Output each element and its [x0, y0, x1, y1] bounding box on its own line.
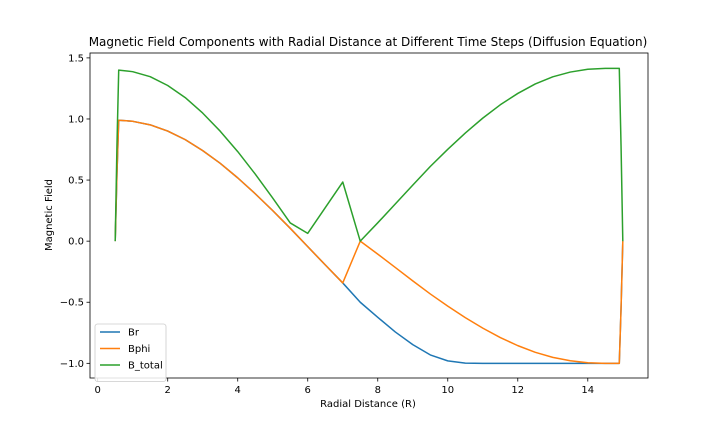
y-tick-label: 1.5 [68, 53, 84, 64]
x-tick-label: 6 [305, 385, 311, 396]
x-tick-label: 8 [375, 385, 381, 396]
series-line-bphi [114, 119, 624, 365]
plot-area [114, 67, 624, 365]
x-tick-label: 4 [235, 385, 241, 396]
series-line-b-total [114, 67, 624, 242]
y-tick-label: 1.0 [68, 114, 84, 125]
chart-title: Magnetic Field Components with Radial Di… [89, 35, 648, 49]
legend-label: Br [128, 328, 140, 339]
x-axis: 0 2 4 6 8 10 12 14 [95, 378, 594, 396]
x-axis-label: Radial Distance (R) [320, 399, 416, 410]
legend-box [94, 323, 167, 382]
plot-frame [89, 52, 649, 379]
x-tick-label: 0 [95, 385, 101, 396]
y-axis: 1.5 1.0 0.5 0.0 −0.5 −1.0 [60, 53, 90, 370]
y-tick-label: −1.0 [60, 359, 84, 370]
x-tick-label: 14 [581, 385, 594, 396]
y-axis-label: Magnetic Field [44, 179, 55, 251]
legend-label: Bphi [128, 344, 150, 355]
legend-label: B_total [128, 361, 163, 372]
y-tick-label: −0.5 [60, 298, 84, 309]
x-tick-label: 2 [165, 385, 171, 396]
x-tick-label: 12 [511, 385, 524, 396]
y-tick-label: 0.5 [68, 176, 84, 187]
y-tick-label: 0.0 [68, 237, 84, 248]
x-tick-label: 10 [441, 385, 454, 396]
legend: Br Bphi B_total [94, 323, 167, 382]
